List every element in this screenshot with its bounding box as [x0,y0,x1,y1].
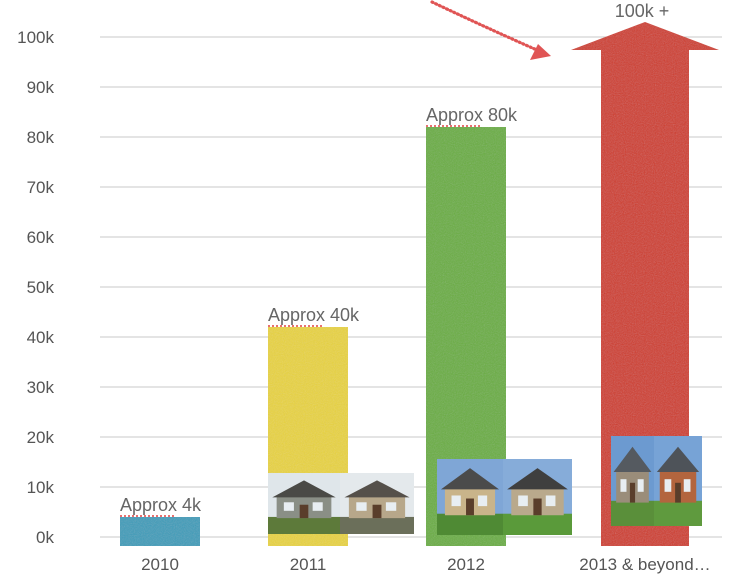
house-photo [503,459,572,535]
x-category-label: 2013 & beyond… [579,555,710,574]
y-tick-label: 0k [36,528,54,547]
y-tick-label: 70k [27,178,55,197]
y-tick-label: 60k [27,228,55,247]
annotation-arrow-head [530,44,551,60]
y-tick-label: 90k [27,78,55,97]
y-tick-label: 10k [27,478,55,497]
data-label: Approx 40k [268,305,360,325]
bar-2013-arrow [571,22,719,546]
house-photos [268,436,702,535]
x-category-label: 2011 [290,555,327,574]
house-photo [654,436,702,526]
x-category-label: 2010 [141,555,179,574]
y-tick-label: 40k [27,328,55,347]
x-category-label: 2012 [447,555,485,574]
y-tick-label: 20k [27,428,55,447]
y-tick-label: 50k [27,278,55,297]
x-axis-categories: 2010 2011 2012 2013 & beyond… [141,555,711,574]
y-tick-label: 30k [27,378,55,397]
bar-2010 [120,517,200,546]
house-photo [611,436,654,526]
y-tick-label: 100k [17,28,54,47]
annotation-arrow-shaft [430,0,548,56]
data-label: Approx 80k [426,105,518,125]
house-photo [437,459,503,535]
bars [120,22,719,546]
house-photo [268,473,340,534]
house-photo [340,473,414,534]
annotation [430,0,551,60]
data-labels: Approx 4k Approx 40k Approx 80k 100k + [120,1,670,517]
data-label: Approx 4k [120,495,202,515]
data-label: 100k + [615,1,670,21]
y-tick-label: 80k [27,128,55,147]
y-axis-ticks: 0k 10k 20k 30k 40k 50k 60k 70k 80k 90k 100k [17,28,54,547]
